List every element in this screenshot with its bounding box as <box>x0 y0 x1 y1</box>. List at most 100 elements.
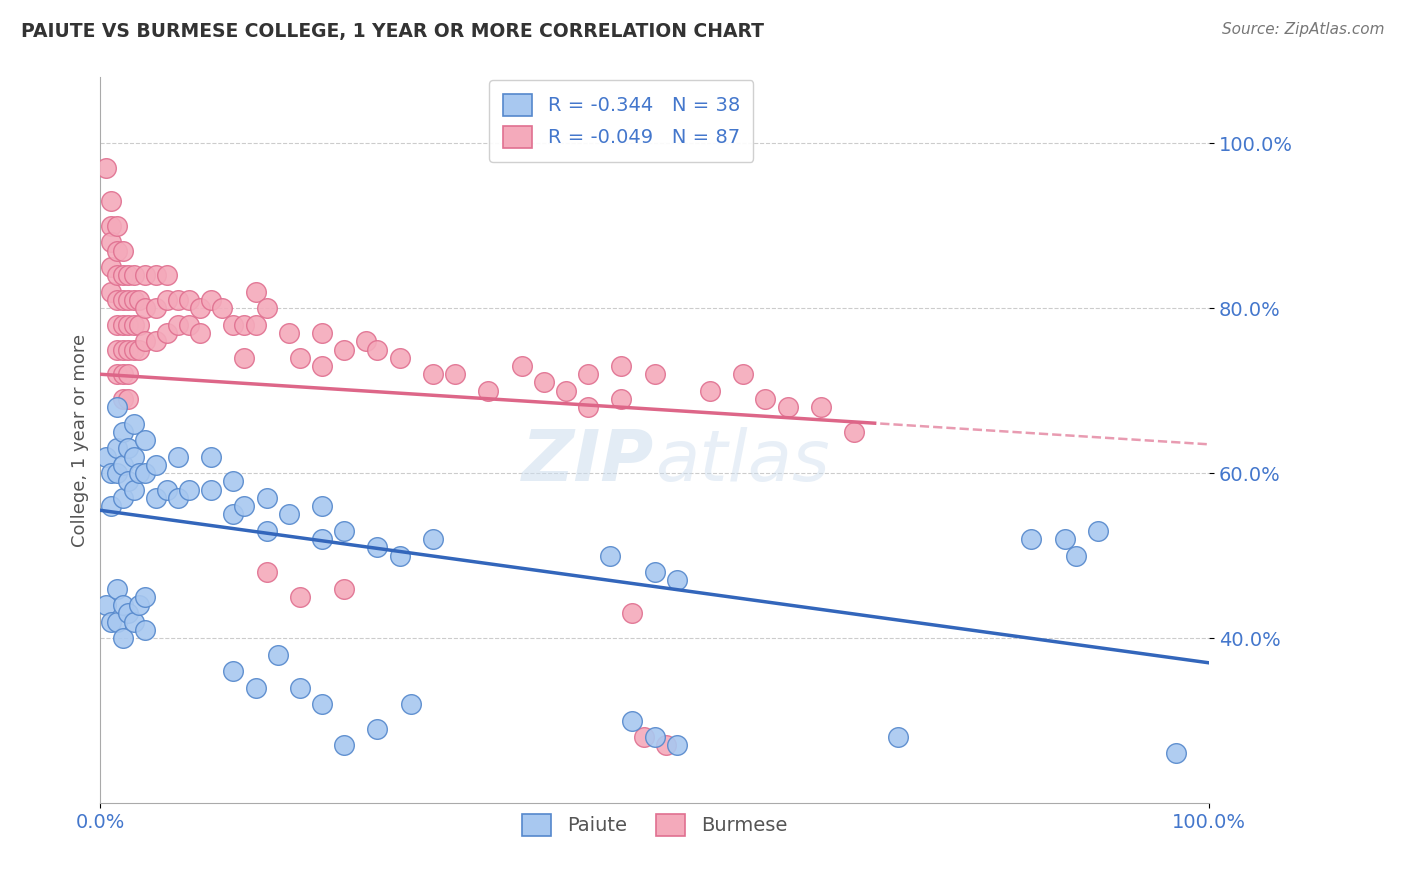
Point <box>887 730 910 744</box>
Point <box>200 483 222 497</box>
Point <box>599 549 621 563</box>
Point <box>105 368 128 382</box>
Point <box>1087 524 1109 538</box>
Point <box>100 285 122 299</box>
Point <box>122 318 145 332</box>
Point <box>111 392 134 406</box>
Point <box>654 738 676 752</box>
Point <box>156 293 179 307</box>
Point <box>1064 549 1087 563</box>
Point <box>111 368 134 382</box>
Point <box>105 343 128 357</box>
Point <box>256 565 278 579</box>
Point <box>156 483 179 497</box>
Point <box>167 293 190 307</box>
Point <box>366 722 388 736</box>
Point <box>100 499 122 513</box>
Point <box>156 268 179 283</box>
Point <box>333 524 356 538</box>
Point <box>177 483 200 497</box>
Point <box>311 532 333 546</box>
Point <box>211 301 233 316</box>
Point <box>200 293 222 307</box>
Point <box>422 532 444 546</box>
Point <box>145 334 167 349</box>
Point <box>111 491 134 505</box>
Point <box>842 425 865 439</box>
Point <box>111 318 134 332</box>
Text: Source: ZipAtlas.com: Source: ZipAtlas.com <box>1222 22 1385 37</box>
Point <box>366 541 388 555</box>
Point <box>288 681 311 695</box>
Point <box>245 318 267 332</box>
Point <box>117 607 139 621</box>
Point <box>699 384 721 398</box>
Point <box>117 318 139 332</box>
Point <box>134 433 156 447</box>
Point <box>311 697 333 711</box>
Point <box>665 574 688 588</box>
Text: atlas: atlas <box>655 427 830 497</box>
Point <box>145 301 167 316</box>
Point <box>105 268 128 283</box>
Point <box>288 590 311 604</box>
Point <box>222 318 245 332</box>
Point <box>665 738 688 752</box>
Point <box>100 235 122 250</box>
Point <box>754 392 776 406</box>
Point <box>245 285 267 299</box>
Text: PAIUTE VS BURMESE COLLEGE, 1 YEAR OR MORE CORRELATION CHART: PAIUTE VS BURMESE COLLEGE, 1 YEAR OR MOR… <box>21 22 763 41</box>
Point <box>128 293 150 307</box>
Point <box>533 376 555 390</box>
Point <box>356 334 378 349</box>
Point <box>333 343 356 357</box>
Text: ZIP: ZIP <box>523 427 655 497</box>
Point <box>117 475 139 489</box>
Point <box>311 359 333 373</box>
Point <box>222 664 245 678</box>
Point <box>122 450 145 464</box>
Point <box>233 318 256 332</box>
Point <box>117 442 139 456</box>
Point <box>222 508 245 522</box>
Point <box>134 590 156 604</box>
Point <box>134 623 156 637</box>
Point <box>105 244 128 258</box>
Point <box>122 615 145 629</box>
Point <box>111 458 134 472</box>
Point <box>117 268 139 283</box>
Point <box>128 598 150 612</box>
Point <box>122 268 145 283</box>
Point <box>105 293 128 307</box>
Point <box>177 318 200 332</box>
Point <box>333 582 356 596</box>
Point <box>167 450 190 464</box>
Point <box>117 293 139 307</box>
Point <box>399 697 422 711</box>
Point <box>256 301 278 316</box>
Point <box>105 442 128 456</box>
Point <box>105 401 128 415</box>
Point <box>633 730 655 744</box>
Point <box>388 549 411 563</box>
Point <box>94 161 117 175</box>
Point <box>122 483 145 497</box>
Point <box>477 384 499 398</box>
Point <box>177 293 200 307</box>
Point <box>167 491 190 505</box>
Point <box>117 343 139 357</box>
Point <box>122 293 145 307</box>
Point <box>100 219 122 233</box>
Point <box>733 368 755 382</box>
Point <box>621 714 644 728</box>
Point <box>277 326 299 340</box>
Legend: Paiute, Burmese: Paiute, Burmese <box>515 806 794 844</box>
Point <box>128 466 150 480</box>
Point <box>105 466 128 480</box>
Point <box>267 648 290 662</box>
Point <box>245 681 267 695</box>
Point <box>167 318 190 332</box>
Point <box>610 392 633 406</box>
Point <box>288 351 311 365</box>
Point <box>233 351 256 365</box>
